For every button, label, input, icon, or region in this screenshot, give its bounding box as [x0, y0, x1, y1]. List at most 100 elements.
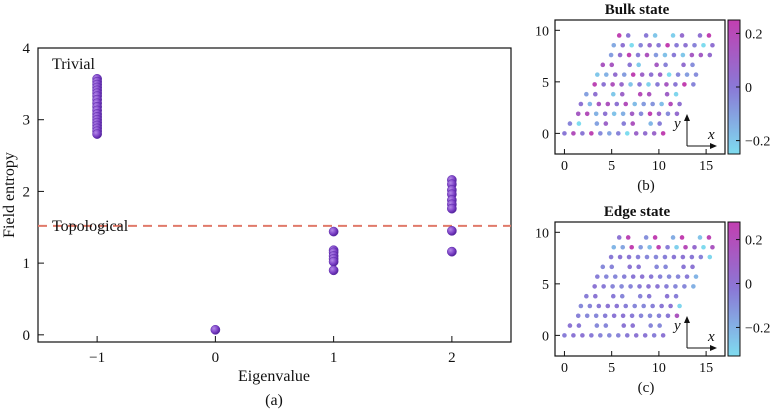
- colorbar-tick-label: 0.2: [745, 234, 763, 249]
- lattice-site: [643, 33, 649, 38]
- panel-a-frame: [37, 47, 512, 343]
- lattice-site: [611, 244, 617, 250]
- lattice-site: [692, 42, 697, 48]
- lattice-site: [611, 313, 617, 319]
- lattice-site: [594, 323, 600, 328]
- lattice-site: [641, 101, 646, 107]
- lattice-site: [647, 313, 653, 319]
- lattice-site: [682, 284, 687, 289]
- lattice-site: [650, 101, 655, 107]
- x-tick-label: 15: [699, 361, 713, 376]
- lattice-site: [614, 303, 620, 309]
- lattice-site: [674, 42, 679, 48]
- lattice-site: [611, 111, 617, 117]
- lattice-site: [610, 284, 615, 289]
- lattice-site: [562, 333, 567, 338]
- lattice-site: [664, 293, 670, 299]
- y-tick-label: 2: [23, 184, 31, 200]
- lattice-site: [697, 235, 703, 240]
- lattice-site: [659, 303, 664, 309]
- lattice-site: [630, 274, 636, 279]
- data-point: [210, 324, 221, 335]
- data-point: [328, 256, 339, 267]
- lattice-site: [589, 131, 594, 136]
- lattice-site: [600, 264, 606, 270]
- lattice-site: [652, 235, 658, 240]
- lattice-site: [603, 323, 609, 328]
- lattice-site: [641, 303, 646, 309]
- lattice-site: [578, 303, 584, 309]
- panel-c-caption: (c): [638, 380, 655, 396]
- lattice-site: [589, 333, 594, 338]
- lattice-site: [637, 293, 643, 299]
- lattice-site: [652, 33, 658, 38]
- lattice-site: [623, 303, 629, 309]
- lattice-site: [627, 62, 633, 68]
- lattice-site: [578, 101, 584, 107]
- lattice-site: [598, 333, 603, 338]
- lattice-site: [650, 303, 655, 309]
- annotation-topological: Topological: [52, 218, 129, 235]
- lattice-site: [629, 42, 634, 48]
- lattice-site: [674, 111, 680, 117]
- y-axis-label: Field entropy: [1, 152, 18, 238]
- lattice-site: [691, 82, 696, 87]
- lattice-site: [679, 235, 685, 240]
- lattice-site: [624, 333, 630, 338]
- lattice-site: [584, 293, 589, 299]
- lattice-site: [644, 254, 650, 260]
- lattice-site: [707, 52, 713, 58]
- panel-a-caption: (a): [265, 392, 283, 409]
- lattice-site: [670, 33, 676, 38]
- lattice-site: [593, 111, 599, 117]
- lattice-site: [659, 101, 664, 107]
- panel-b-bulk-state: Bulk state 0 5 10 15 0 5 10 x y 0.2 0 −0.2 (b): [535, 2, 770, 194]
- lattice-site: [684, 274, 690, 279]
- lattice-site: [638, 111, 644, 117]
- lattice-site: [584, 111, 590, 117]
- lattice-site: [603, 72, 609, 77]
- lattice-site: [627, 264, 633, 270]
- lattice-site: [619, 91, 625, 97]
- lattice-site: [593, 293, 598, 299]
- lattice-site: [681, 62, 686, 68]
- lattice-site: [601, 284, 606, 289]
- lattice-site: [620, 313, 626, 319]
- lattice-site: [646, 284, 651, 289]
- lattice-site: [674, 313, 680, 319]
- panel-b-caption: (b): [637, 178, 655, 194]
- lattice-site: [656, 313, 662, 319]
- lattice-site: [592, 82, 597, 87]
- lattice-site: [664, 82, 669, 87]
- lattice-site: [646, 293, 652, 299]
- lattice-site: [647, 42, 652, 48]
- lattice-site: [610, 82, 615, 87]
- lattice-site: [671, 254, 677, 260]
- lattice-site: [611, 42, 617, 48]
- lattice-site: [656, 42, 661, 48]
- lattice-site: [616, 33, 622, 38]
- x-tick-label: 10: [652, 361, 666, 376]
- lattice-site: [621, 323, 627, 328]
- lattice-site: [632, 303, 638, 309]
- lattice-site: [664, 284, 669, 289]
- lattice-site: [598, 131, 603, 136]
- lattice-site: [639, 274, 645, 279]
- lattice-site: [610, 91, 616, 97]
- colorbar-tick-label: −0.2: [745, 135, 770, 150]
- lattice-site: [620, 111, 626, 117]
- data-point: [447, 246, 457, 257]
- lattice-site: [657, 274, 663, 279]
- lattice-site: [639, 72, 645, 77]
- lattice-site: [619, 293, 625, 299]
- data-point: [447, 203, 457, 214]
- data-point: [92, 129, 102, 139]
- lattice-site: [620, 42, 626, 48]
- lattice-site: [697, 33, 703, 38]
- lattice-site: [656, 111, 662, 117]
- lattice-site: [654, 62, 659, 68]
- y-tick-label: 3: [23, 113, 31, 129]
- lattice-site: [654, 264, 659, 270]
- panel-c-edge-state: Edge state 0 5 10 15 0 5 10 x y 0.2 0 −0.2 (c): [535, 204, 770, 396]
- lattice-site: [657, 72, 663, 77]
